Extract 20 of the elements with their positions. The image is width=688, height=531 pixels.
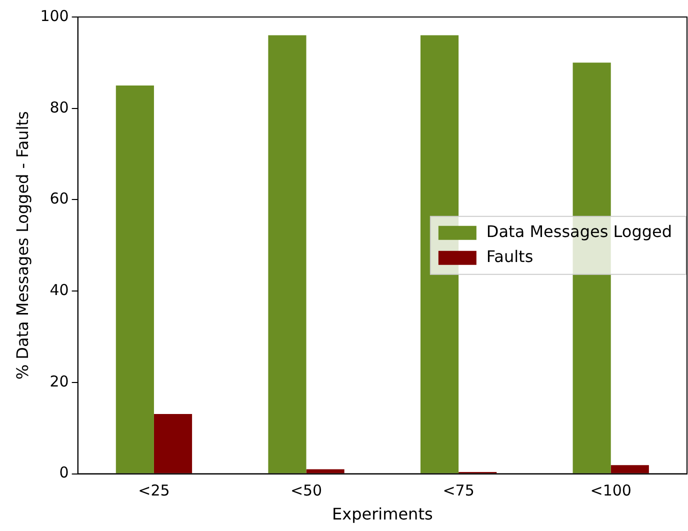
bar — [610, 465, 649, 474]
bar — [306, 469, 344, 474]
x-tick-label: <100 — [590, 482, 632, 500]
bar — [268, 35, 306, 474]
x-tick-label: <75 — [442, 482, 474, 500]
y-tick-label: 60 — [50, 190, 69, 208]
bar — [116, 86, 154, 474]
y-tick-label: 80 — [50, 98, 69, 116]
x-tick-label: <25 — [138, 482, 170, 500]
bar — [154, 414, 192, 474]
x-axis-title: Experiments — [332, 504, 433, 524]
legend-label: Data Messages Logged — [486, 222, 672, 242]
bar — [420, 35, 459, 474]
y-tick-label: 20 — [50, 372, 69, 390]
legend-label: Faults — [486, 247, 534, 266]
x-tick-label: <50 — [290, 482, 322, 500]
y-tick-label: 100 — [40, 6, 69, 25]
y-axis-title: % Data Messages Logged - Faults — [12, 111, 32, 380]
y-tick-label: 0 — [59, 464, 69, 482]
y-tick-label: 40 — [50, 280, 69, 299]
